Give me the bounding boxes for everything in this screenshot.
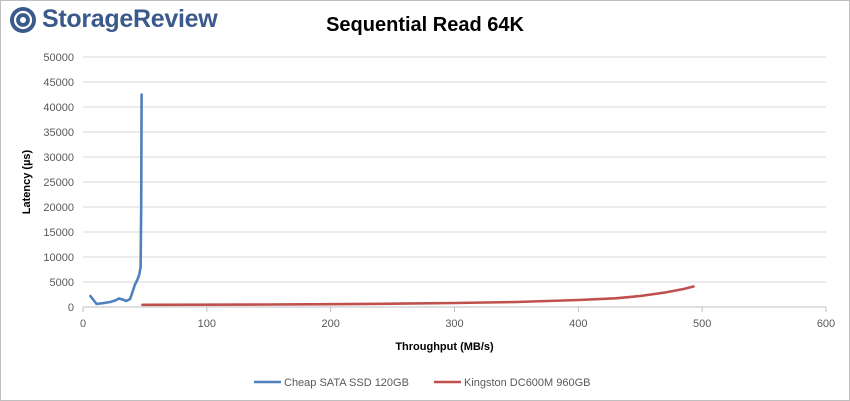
y-tick-label: 5000 (50, 277, 74, 289)
y-tick-label: 30000 (43, 152, 74, 164)
x-axis-label: Throughput (MB/s) (395, 341, 494, 353)
brand-name: StorageReview (42, 5, 218, 33)
chart-title: Sequential Read 64K (326, 14, 524, 36)
x-tick-label: 100 (198, 318, 216, 330)
y-tick-label: 15000 (43, 227, 74, 239)
storagereview-logo-icon (10, 6, 36, 33)
y-tick-label: 40000 (43, 102, 74, 114)
brand-logo: StorageReview (9, 5, 218, 34)
y-tick-label: 45000 (43, 77, 74, 89)
y-tick-label: 35000 (43, 127, 74, 139)
y-tick-label: 25000 (43, 177, 74, 189)
series-line-1 (89, 93, 143, 306)
x-tick-label: 300 (445, 318, 463, 330)
y-tick-label: 0 (68, 302, 74, 314)
y-tick-label: 20000 (43, 202, 74, 214)
legend-label-2: Kingston DC600M 960GB (464, 377, 591, 389)
series-line-2 (141, 285, 695, 307)
y-axis-label: Latency (µs) (21, 149, 33, 214)
x-tick-label: 500 (693, 318, 711, 330)
x-tick-label: 600 (817, 318, 835, 330)
x-tick-label: 200 (321, 318, 339, 330)
x-tick-label: 400 (569, 318, 587, 330)
y-tick-label: 50000 (43, 52, 74, 64)
legend-label-1: Cheap SATA SSD 120GB (284, 377, 409, 389)
y-tick-label: 10000 (43, 252, 74, 264)
x-tick-label: 0 (80, 318, 86, 330)
